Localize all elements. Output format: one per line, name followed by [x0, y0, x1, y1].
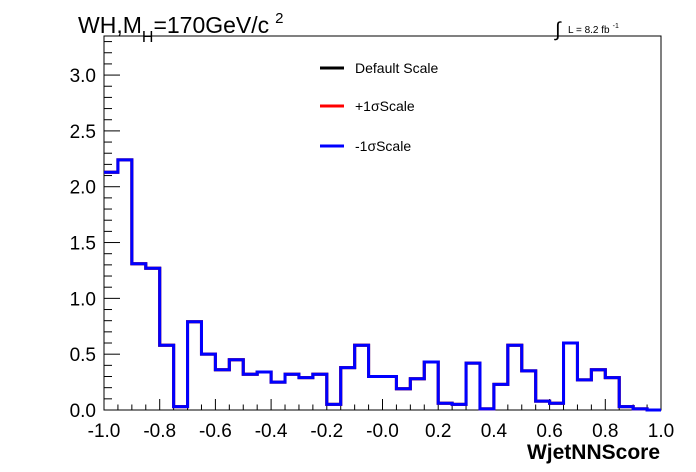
lumi-label: L = 8.2 fb -1	[568, 23, 619, 36]
lumi-label-text: L = 8.2 fb	[568, 25, 610, 36]
series-layer	[104, 158, 661, 412]
lumi-label-superscript: -1	[613, 23, 619, 30]
lumi-integral-symbol: ∫	[554, 19, 562, 41]
x-tick-label: 0.4	[481, 421, 508, 442]
x-tick-label: 1.0	[648, 421, 674, 442]
y-tick-label: 1.0	[70, 289, 96, 310]
y-tick-label: 2.0	[70, 178, 96, 199]
x-tick-label: -0.2	[310, 421, 343, 442]
y-tick-label: 0.5	[70, 345, 96, 366]
x-tick-label: -0.8	[143, 421, 176, 442]
series-line-2	[104, 158, 661, 412]
legend-label-0: Default Scale	[355, 60, 438, 76]
x-tick-label: 0.8	[592, 421, 618, 442]
y-tick-label: 0.0	[70, 401, 96, 422]
legend: Default Scale +1σScale -1σScale	[320, 60, 438, 154]
x-tick-label: 0.2	[425, 421, 451, 442]
legend-label-1: +1σScale	[355, 98, 415, 114]
chart-title-rest: =170GeV/c	[153, 12, 269, 38]
y-axis: 0.0 0.5 1.0 1.5 2.0 2.5 3.0	[70, 41, 120, 422]
y-tick-label: 1.5	[70, 234, 96, 255]
chart-title-main: WH,M	[78, 12, 142, 38]
chart-title-superscript: 2	[275, 10, 283, 27]
x-tick-label: -0.4	[255, 421, 288, 442]
x-tick-label: 0.6	[536, 421, 562, 442]
x-axis: -1.0 -0.8 -0.6 -0.4 -0.2 -0.0 0.2 0.4 0.6 0.8 1.0	[88, 399, 674, 442]
x-axis-title: WjetNNScore	[527, 441, 660, 464]
y-tick-label: 3.0	[70, 66, 96, 87]
x-tick-label: -0.0	[366, 421, 399, 442]
legend-label-2: -1σScale	[355, 138, 411, 154]
chart-title: WH,MH=170GeV/c 2	[78, 10, 284, 46]
chart-title-subscript: H	[142, 29, 154, 46]
y-tick-label: 2.5	[70, 122, 96, 143]
x-tick-label: -1.0	[88, 421, 121, 442]
x-tick-label: -0.6	[199, 421, 232, 442]
